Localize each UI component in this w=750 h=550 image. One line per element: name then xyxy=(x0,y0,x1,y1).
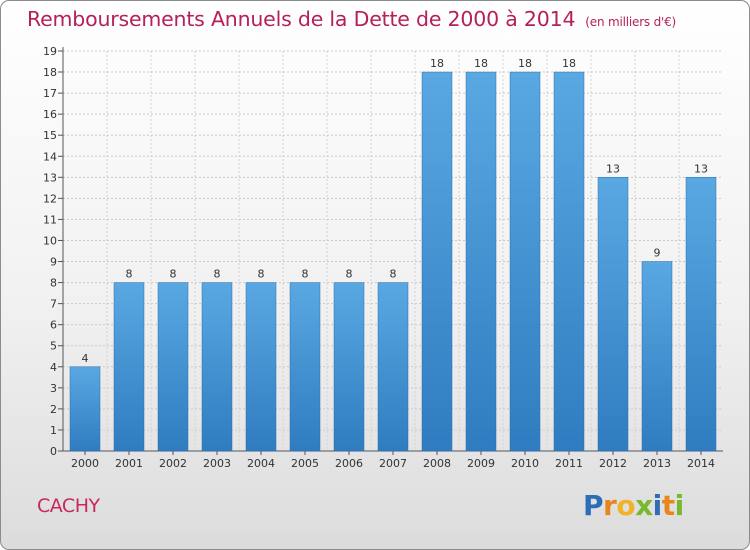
chart-title-text: Remboursements Annuels de la Dette de 20… xyxy=(27,7,576,31)
place-name: CACHY xyxy=(37,495,100,517)
bar xyxy=(201,282,233,452)
y-tick-label: 2 xyxy=(50,403,57,416)
data-label: 8 xyxy=(126,268,133,281)
x-tick-label: 2007 xyxy=(379,457,407,470)
y-tick-label: 7 xyxy=(50,298,57,311)
bar xyxy=(421,71,453,452)
chart-title: Remboursements Annuels de la Dette de 20… xyxy=(27,7,676,31)
logo-letter: P xyxy=(583,489,604,522)
data-label: 8 xyxy=(390,268,397,281)
bar xyxy=(245,282,277,452)
x-tick-label: 2011 xyxy=(555,457,583,470)
bar xyxy=(69,366,101,452)
y-tick-label: 11 xyxy=(43,213,57,226)
bar xyxy=(465,71,497,452)
x-tick-label: 2012 xyxy=(599,457,627,470)
bars xyxy=(69,71,717,452)
logo-letter: i xyxy=(674,489,685,522)
y-tick-label: 1 xyxy=(50,424,57,437)
data-label: 13 xyxy=(606,162,620,175)
bar xyxy=(333,282,365,452)
bar xyxy=(377,282,409,452)
y-tick-label: 19 xyxy=(43,45,57,58)
y-tick-label: 9 xyxy=(50,256,57,269)
data-label: 8 xyxy=(258,268,265,281)
y-tick-label: 18 xyxy=(43,66,57,79)
bar xyxy=(685,177,717,452)
y-tick-label: 17 xyxy=(43,87,57,100)
y-tick-label: 0 xyxy=(50,445,57,458)
logo-letter: r xyxy=(603,489,617,522)
x-tick-label: 2009 xyxy=(467,457,495,470)
y-tick-label: 3 xyxy=(50,382,57,395)
y-tick-label: 13 xyxy=(43,171,57,184)
y-tick-label: 15 xyxy=(43,129,57,142)
bar xyxy=(289,282,321,452)
y-tick-label: 8 xyxy=(50,277,57,290)
bar xyxy=(597,177,629,452)
bar xyxy=(157,282,189,452)
x-tick-label: 2006 xyxy=(335,457,363,470)
data-label: 18 xyxy=(430,57,444,70)
bar xyxy=(553,71,585,452)
data-label: 8 xyxy=(346,268,353,281)
x-tick-label: 2010 xyxy=(511,457,539,470)
data-label: 4 xyxy=(82,352,89,365)
data-label: 18 xyxy=(474,57,488,70)
x-tick-label: 2002 xyxy=(159,457,187,470)
x-tick-label: 2005 xyxy=(291,457,319,470)
data-label: 8 xyxy=(214,268,221,281)
data-label: 8 xyxy=(302,268,309,281)
y-tick-label: 4 xyxy=(50,361,57,374)
y-tick-label: 12 xyxy=(43,192,57,205)
data-label: 18 xyxy=(518,57,532,70)
logo-letter: o xyxy=(616,489,636,522)
bar xyxy=(641,261,673,452)
logo-letter: t xyxy=(661,489,675,522)
x-tick-label: 2013 xyxy=(643,457,671,470)
y-tick-label: 10 xyxy=(43,234,57,247)
data-label: 13 xyxy=(694,162,708,175)
x-tick-label: 2003 xyxy=(203,457,231,470)
x-tick-label: 2008 xyxy=(423,457,451,470)
y-tick-label: 16 xyxy=(43,108,57,121)
y-tick-label: 5 xyxy=(50,340,57,353)
x-tick-label: 2000 xyxy=(71,457,99,470)
y-tick-label: 14 xyxy=(43,150,57,163)
data-label: 18 xyxy=(562,57,576,70)
logo-letter: i xyxy=(652,489,663,522)
x-tick-label: 2004 xyxy=(247,457,275,470)
x-tick-label: 2014 xyxy=(687,457,715,470)
bar xyxy=(509,71,541,452)
logo-letter: x xyxy=(635,489,653,522)
data-label: 9 xyxy=(654,247,661,260)
bar xyxy=(113,282,145,452)
data-labels: 4 8 8 8 8 8 8 8 18 18 18 18 13 9 13 xyxy=(82,57,709,365)
x-tick-label: 2001 xyxy=(115,457,143,470)
data-label: 8 xyxy=(170,268,177,281)
proxiti-logo: Proxiti xyxy=(583,489,684,522)
x-tick-labels: 2000 2001 2002 2003 2004 2005 2006 2007 2008 2009… xyxy=(71,457,715,470)
chart-unit: (en milliers d'€) xyxy=(585,15,677,29)
y-tick-label: 6 xyxy=(50,319,57,332)
